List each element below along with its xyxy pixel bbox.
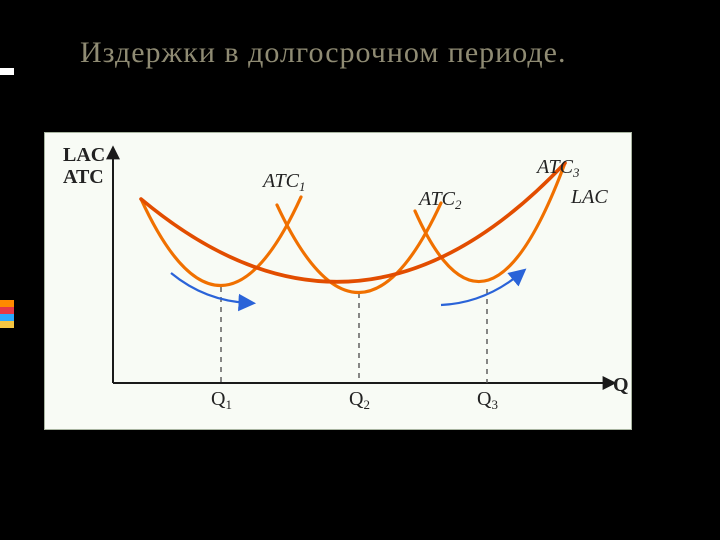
deco-bar-0 (0, 68, 14, 75)
atc-label-3: ATC3 (535, 156, 580, 180)
q-label-2: Q2 (349, 388, 370, 412)
page-title: Издержки в долгосрочном периоде. (80, 36, 566, 70)
x-axis-label: Q (613, 374, 629, 396)
lac-label: LAC (570, 186, 608, 208)
curves (141, 163, 565, 293)
deco-bar-2 (0, 307, 14, 314)
y-axis-label-atc: ATC (63, 166, 104, 188)
q-label-1: Q1 (211, 388, 232, 412)
slide-arrow-2 (441, 273, 521, 305)
lac-curve (141, 163, 565, 282)
atc-label-1: ATC1 (261, 170, 305, 194)
slide-arrow-1 (171, 273, 249, 303)
slide: Издержки в долгосрочном периоде. (0, 0, 720, 540)
chart-panel: LACATCQATC1ATC2ATC3LACQ1Q2Q3 (44, 132, 632, 430)
lac-atc-chart: LACATCQATC1ATC2ATC3LACQ1Q2Q3 (45, 133, 631, 429)
drop-lines (221, 287, 487, 383)
atc-label-2: ATC2 (417, 188, 462, 212)
deco-bar-4 (0, 321, 14, 328)
deco-bar-1 (0, 300, 14, 307)
y-axis-label-lac: LAC (63, 144, 105, 166)
atc-curve-3 (415, 163, 565, 282)
q-label-3: Q3 (477, 388, 498, 412)
axes (113, 151, 611, 383)
deco-bar-3 (0, 314, 14, 321)
